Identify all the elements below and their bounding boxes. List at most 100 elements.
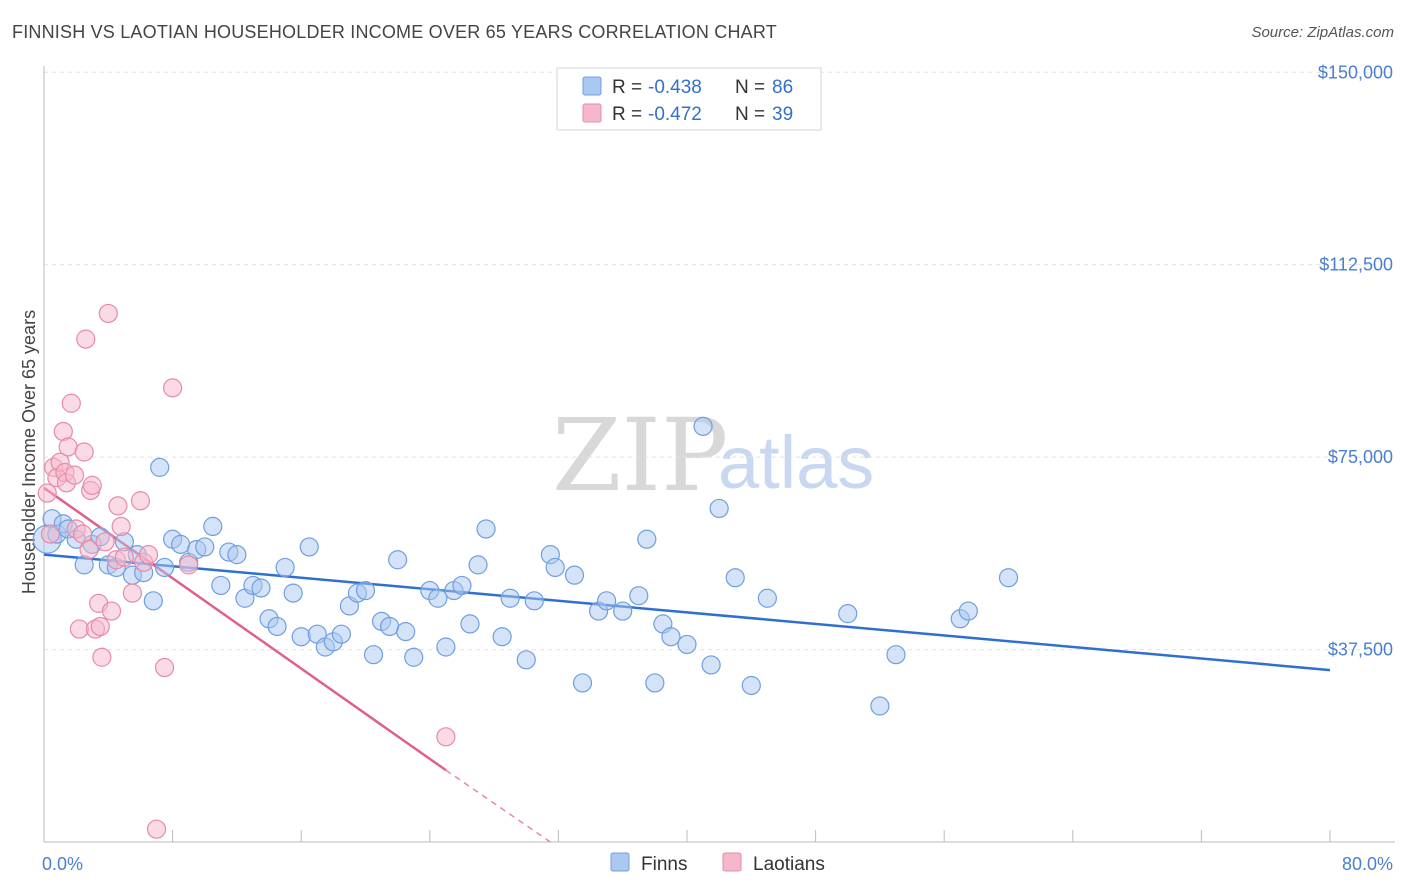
point-laotians [154, 657, 175, 678]
point-finns [460, 614, 480, 634]
point-laotians [163, 378, 183, 398]
point-finns [677, 634, 697, 655]
axes: $37,500 $75,000 $112,500 $150,000 0.0% 80.0% H… [19, 62, 1395, 874]
bottom-legend-swatch-finns [610, 852, 630, 872]
point-finns [267, 616, 287, 637]
point-laotians [61, 393, 81, 413]
point-finns [524, 591, 544, 611]
point-finns [998, 568, 1019, 588]
y-tick-label: $75,000 [1328, 447, 1393, 467]
data-points [32, 303, 1019, 839]
point-finns [500, 588, 520, 608]
point-laotians [101, 601, 122, 621]
point-laotians [146, 819, 167, 839]
point-finns [275, 557, 295, 578]
point-finns [637, 529, 657, 549]
point-finns [154, 557, 175, 578]
point-finns [564, 565, 585, 585]
legend-r-value: -0.472 [648, 104, 702, 125]
point-finns [363, 645, 384, 665]
trend-line-finns [43, 553, 1331, 672]
grid [44, 71, 1395, 651]
point-finns [203, 516, 223, 537]
point-laotians [40, 524, 61, 544]
point-laotians [74, 442, 94, 462]
point-laotians [179, 555, 199, 575]
point-finns [227, 545, 247, 565]
chart-title: FINNISH VS LAOTIAN HOUSEHOLDER INCOME OV… [12, 22, 777, 42]
point-finns [143, 591, 163, 611]
point-laotians [76, 329, 96, 349]
legend: R = -0.438 N = 86 R = -0.472 N = 39 [556, 67, 822, 131]
point-laotians [138, 545, 159, 565]
point-finns [597, 591, 617, 611]
point-laotians [95, 532, 115, 552]
point-finns [629, 586, 649, 606]
point-finns [251, 578, 271, 598]
point-laotians [79, 539, 99, 560]
point-finns [436, 637, 456, 657]
point-finns [150, 457, 170, 477]
point-finns [838, 604, 858, 624]
point-finns [572, 673, 593, 693]
legend-n-label: N = [735, 104, 765, 125]
y-axis-label: Householder Income Over 65 years [19, 310, 39, 594]
legend-r-label: R = [612, 77, 642, 98]
watermark-atlas: atlas [718, 421, 874, 504]
point-finns [492, 627, 512, 647]
bottom-legend: Finns Laotians [610, 852, 825, 875]
trend-line-laotians-extension [445, 769, 551, 843]
point-finns [886, 645, 906, 665]
point-finns [613, 601, 633, 621]
point-finns [396, 622, 416, 642]
watermark: ZIP atlas [552, 397, 874, 514]
point-finns [291, 627, 311, 647]
point-finns [476, 519, 496, 539]
point-finns [388, 550, 408, 570]
bottom-legend-finns: Finns [641, 854, 687, 875]
point-finns [645, 673, 665, 693]
point-finns [283, 583, 303, 603]
point-finns [958, 601, 978, 621]
point-finns [171, 534, 191, 554]
point-finns [757, 588, 777, 608]
point-finns [516, 650, 536, 670]
point-finns [741, 675, 761, 696]
legend-swatch-laotians [582, 103, 602, 123]
point-finns [331, 624, 351, 644]
point-finns [701, 655, 721, 675]
watermark-zip: ZIP [552, 397, 728, 514]
point-finns [709, 498, 729, 519]
x-tick-label: 80.0% [1342, 854, 1393, 874]
point-laotians [98, 303, 118, 324]
legend-n-label: N = [735, 77, 765, 98]
legend-r-label: R = [612, 104, 642, 125]
point-laotians [114, 547, 134, 567]
point-laotians [58, 437, 78, 457]
legend-swatch-finns [582, 76, 602, 96]
point-laotians [82, 475, 102, 495]
bottom-legend-laotians: Laotians [753, 854, 825, 875]
point-laotians [64, 465, 85, 485]
point-laotians [436, 727, 456, 747]
point-laotians [37, 483, 57, 503]
point-laotians [92, 647, 112, 667]
x-tick-label: 0.0% [42, 854, 83, 874]
point-finns [355, 580, 376, 601]
y-tick-label: $37,500 [1328, 640, 1393, 660]
y-tick-label: $150,000 [1318, 62, 1393, 82]
point-finns [545, 557, 565, 578]
point-finns [452, 575, 472, 596]
bottom-legend-swatch-laotians [722, 852, 742, 872]
legend-r-value: -0.438 [648, 77, 702, 98]
point-laotians [69, 619, 89, 639]
source-label: Source: ZipAtlas.com [1251, 24, 1394, 41]
point-finns [693, 416, 713, 436]
point-laotians [130, 491, 151, 511]
y-tick-label: $112,500 [1319, 255, 1393, 275]
point-finns [299, 537, 319, 557]
point-laotians [90, 616, 110, 637]
point-finns [211, 575, 231, 596]
point-finns [380, 616, 400, 637]
